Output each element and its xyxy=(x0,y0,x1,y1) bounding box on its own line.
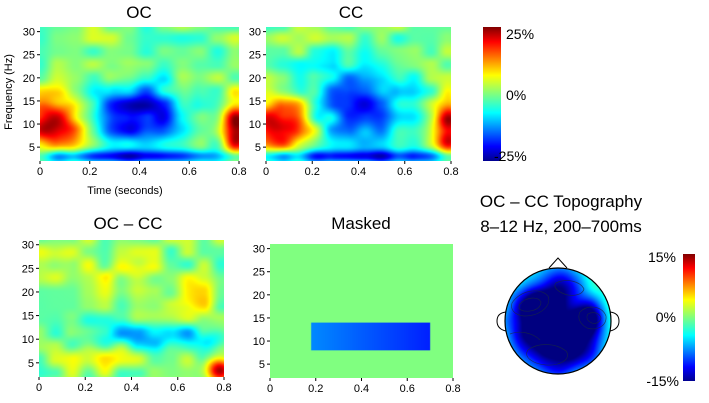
cc-ytick-label: 25 xyxy=(249,50,261,62)
oc-xtick-label: 0 xyxy=(37,166,43,178)
masked-ytick-label: 25 xyxy=(253,267,265,279)
diff-xtick-label: 0.8 xyxy=(216,382,231,394)
head-right-ear xyxy=(609,311,620,332)
colorbar-topo-mid: 0% xyxy=(656,309,676,325)
cc-ytick-label: 15 xyxy=(249,96,261,108)
masked-ytick-label: 15 xyxy=(253,313,265,325)
masked-xtick-label: 0.4 xyxy=(354,383,369,395)
topography-contours xyxy=(509,280,607,366)
masked-ytick-label: 30 xyxy=(253,244,265,256)
diff-ytick-label: 10 xyxy=(22,334,34,346)
panel-oc: OC Frequency (Hz) 0 0.2 0.4 0.6 0.8 5 10 15 20 25… xyxy=(3,3,247,197)
diff-ytick-label: 20 xyxy=(22,287,34,299)
colorbar-main-mid: 0% xyxy=(506,87,526,103)
diff-xtick-label: 0.4 xyxy=(124,382,139,394)
colorbar-main-max: 25% xyxy=(506,26,534,42)
cc-ytick-label: 20 xyxy=(249,73,261,85)
panel-masked: Masked 0 0.2 0.4 0.6 0.8 5 10 15 20 25 30 xyxy=(253,214,461,395)
cc-ytick-label: 5 xyxy=(255,142,261,154)
oc-ytick-label: 25 xyxy=(23,50,35,62)
heatmap-cc xyxy=(266,27,451,161)
colorbar-main: 25% 0% -25% xyxy=(483,26,534,164)
heatmap-oc xyxy=(40,27,239,161)
heatmap-diff xyxy=(39,240,224,377)
panel-title-cc: CC xyxy=(339,3,364,22)
masked-xtick-label: 0 xyxy=(267,383,273,395)
cc-xtick-label: 0.2 xyxy=(305,166,320,178)
topography-panel: OC – CC Topography 8–12 Hz, 200–700ms 15… xyxy=(480,192,695,389)
panel-title-oc: OC xyxy=(126,3,152,22)
oc-ytick-label: 30 xyxy=(23,27,35,39)
y-axis-label: Frequency (Hz) xyxy=(3,54,15,130)
oc-ytick-label: 20 xyxy=(23,73,35,85)
topography-subtitle: 8–12 Hz, 200–700ms xyxy=(480,217,642,236)
heatmap-masked xyxy=(270,244,453,378)
oc-ytick-label: 5 xyxy=(29,142,35,154)
masked-ytick-label: 20 xyxy=(253,290,265,302)
diff-xtick-label: 0.6 xyxy=(170,382,185,394)
diff-ytick-label: 15 xyxy=(22,311,34,323)
oc-ytick-label: 15 xyxy=(23,96,35,108)
topography-map xyxy=(505,268,611,374)
masked-xtick-label: 0.8 xyxy=(445,383,460,395)
panel-title-diff: OC – CC xyxy=(94,214,163,233)
colorbar-main-min: -25% xyxy=(494,148,527,164)
colorbar-topo-max: 15% xyxy=(648,249,676,265)
ticks-diff: 0 0.2 0.4 0.6 0.8 5 10 15 20 25 30 xyxy=(22,240,232,394)
oc-xtick-label: 0.4 xyxy=(132,166,147,178)
diff-ytick-label: 5 xyxy=(28,358,34,370)
oc-ytick-label: 10 xyxy=(23,119,35,131)
cc-ytick-label: 10 xyxy=(249,119,261,131)
cc-xtick-label: 0 xyxy=(263,166,269,178)
head-outline xyxy=(504,267,612,375)
head-nose xyxy=(548,257,568,269)
cc-xtick-label: 0.8 xyxy=(443,166,458,178)
masked-xtick-label: 0.6 xyxy=(400,383,415,395)
colorbar-topo-gradient xyxy=(683,254,695,381)
head-left-ear xyxy=(496,311,507,332)
cc-xtick-label: 0.6 xyxy=(397,166,412,178)
oc-xtick-label: 0.6 xyxy=(182,166,197,178)
panel-oc-minus-cc: OC – CC 0 0.2 0.4 0.6 0.8 5 10 15 20 25 30 xyxy=(22,214,232,394)
oc-xtick-label: 0.2 xyxy=(82,166,97,178)
diff-ytick-label: 30 xyxy=(22,240,34,252)
diff-ytick-label: 25 xyxy=(22,263,34,275)
masked-xtick-label: 0.2 xyxy=(308,383,323,395)
cc-xtick-label: 0.4 xyxy=(351,166,366,178)
ticks-oc: 0 0.2 0.4 0.6 0.8 5 10 15 20 25 30 xyxy=(23,27,247,178)
diff-xtick-label: 0 xyxy=(36,382,42,394)
topography-title: OC – CC Topography xyxy=(480,192,643,211)
masked-ytick-label: 10 xyxy=(253,336,265,348)
panel-title-masked: Masked xyxy=(331,214,391,233)
diff-xtick-label: 0.2 xyxy=(78,382,93,394)
x-axis-label: Time (seconds) xyxy=(87,185,162,197)
colorbar-main-gradient xyxy=(483,27,501,161)
ticks-cc: 0 0.2 0.4 0.6 0.8 5 10 15 20 25 30 xyxy=(249,27,459,178)
colorbar-topo-min: -15% xyxy=(646,373,679,389)
cc-ytick-label: 30 xyxy=(249,27,261,39)
ticks-masked: 0 0.2 0.4 0.6 0.8 5 10 15 20 25 30 xyxy=(253,244,461,395)
masked-ytick-label: 5 xyxy=(259,359,265,371)
panel-cc: CC 0 0.2 0.4 0.6 0.8 5 10 15 20 25 30 xyxy=(249,3,459,178)
oc-xtick-label: 0.8 xyxy=(231,166,246,178)
